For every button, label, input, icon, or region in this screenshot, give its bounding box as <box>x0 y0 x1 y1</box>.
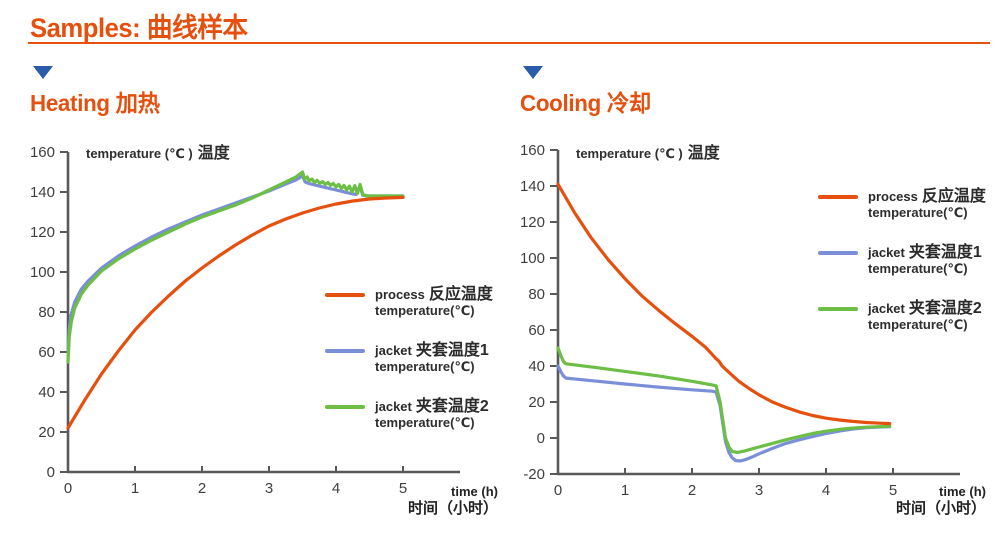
legend-label-en: jacket <box>375 343 412 358</box>
y-tick-label: 100 <box>520 250 545 267</box>
heating-x-axis-title-zh: 时间（小时） <box>407 500 498 517</box>
cooling-y-axis-title-en: temperature (℃ ) <box>576 146 683 161</box>
legend-item-jacket2: jacket 夹套温度2 temperature(℃) <box>818 300 986 334</box>
legend-label-sub: temperature(℃) <box>868 317 968 332</box>
y-tick-label: 140 <box>520 178 545 195</box>
legend-label-en: jacket <box>868 245 905 260</box>
cooling-x-axis-title-zh: 时间（小时） <box>895 500 986 517</box>
y-tick-label: 140 <box>30 184 55 201</box>
x-tick-label: 0 <box>554 482 562 499</box>
legend-label-en: process <box>375 287 425 302</box>
x-tick-label: 4 <box>332 480 340 497</box>
y-tick-label: 40 <box>38 384 55 401</box>
legend-item-process: process 反应温度 temperature(℃) <box>818 188 986 222</box>
y-tick-label: 100 <box>30 264 55 281</box>
series-line-jacket-夹套温度2 <box>556 346 892 454</box>
cooling-heading: Cooling 冷却 <box>520 90 651 116</box>
legend-label: jacket 夹套温度1 temperature(℃) <box>375 342 489 375</box>
y-tick-label: 160 <box>30 144 55 161</box>
jacket2-line-swatch <box>325 405 365 409</box>
heating-triangle-icon <box>33 66 53 79</box>
x-tick-label: 3 <box>265 480 273 497</box>
legend-label: jacket 夹套温度2 temperature(℃) <box>868 300 982 333</box>
legend-label-zh: 反应温度 <box>921 188 986 205</box>
heating-y-axis-title-zh: 温度 <box>197 145 230 162</box>
y-tick-label: 60 <box>528 322 545 339</box>
legend-label-sub: temperature(℃) <box>375 415 475 430</box>
cooling-x-axis-title: time (h) 时间（小时） <box>876 484 986 518</box>
legend-label-en: jacket <box>868 301 905 316</box>
y-tick-label: 160 <box>520 142 545 159</box>
x-tick-label: 2 <box>688 482 696 499</box>
cooling-triangle-icon <box>523 66 543 79</box>
legend-item-jacket1: jacket 夹套温度1 temperature(℃) <box>325 342 493 376</box>
series-line-process-反应温度 <box>556 182 892 426</box>
heating-legend: process 反应温度 temperature(℃) jacket 夹套温度1 t… <box>325 286 493 454</box>
cooling-y-axis-title-zh: 温度 <box>687 145 720 162</box>
legend-label-sub: temperature(℃) <box>375 359 475 374</box>
y-tick-label: 120 <box>30 224 55 241</box>
y-tick-label: 80 <box>528 286 545 303</box>
legend-label: jacket 夹套温度1 temperature(℃) <box>868 244 982 277</box>
process-line-swatch <box>818 195 858 199</box>
x-tick-label: 0 <box>64 480 72 497</box>
y-tick-label: 40 <box>528 358 545 375</box>
legend-label-zh: 夹套温度2 <box>908 300 982 317</box>
y-tick-label: 80 <box>38 304 55 321</box>
x-tick-label: 5 <box>399 480 407 497</box>
jacket2-line-swatch <box>818 307 858 311</box>
legend-label: process 反应温度 temperature(℃) <box>868 188 986 221</box>
y-tick-label: 60 <box>38 344 55 361</box>
x-tick-label: 4 <box>822 482 830 499</box>
legend-label-sub: temperature(℃) <box>868 261 968 276</box>
cooling-x-axis-title-en: time (h) <box>939 484 986 499</box>
y-tick-label: 0 <box>537 430 545 447</box>
x-tick-label: 3 <box>755 482 763 499</box>
y-tick-label: -20 <box>523 466 545 483</box>
legend-label-zh: 夹套温度2 <box>415 398 489 415</box>
y-tick-label: 0 <box>47 464 55 481</box>
x-tick-label: 2 <box>198 480 206 497</box>
legend-label: jacket 夹套温度2 temperature(℃) <box>375 398 489 431</box>
legend-item-process: process 反应温度 temperature(℃) <box>325 286 493 320</box>
page-title: Samples: 曲线样本 <box>30 13 248 43</box>
x-tick-label: 1 <box>131 480 139 497</box>
y-tick-label: 120 <box>520 214 545 231</box>
heating-y-axis-title: temperature (℃ ) 温度 <box>86 139 230 163</box>
series-line-jacket-夹套温度1 <box>556 364 892 463</box>
process-line-swatch <box>325 293 365 297</box>
cooling-y-axis-title: temperature (℃ ) 温度 <box>576 139 720 163</box>
series-line-process-反应温度 <box>66 195 405 430</box>
heating-x-axis-title-en: time (h) <box>451 484 498 499</box>
legend-label-sub: temperature(℃) <box>375 303 475 318</box>
heating-x-axis-title: time (h) 时间（小时） <box>388 484 498 518</box>
legend-item-jacket1: jacket 夹套温度1 temperature(℃) <box>818 244 986 278</box>
heating-heading: Heating 加热 <box>30 90 160 116</box>
legend-label-sub: temperature(℃) <box>868 205 968 220</box>
cooling-legend: process 反应温度 temperature(℃) jacket 夹套温度1 t… <box>818 188 986 356</box>
legend-item-jacket2: jacket 夹套温度2 temperature(℃) <box>325 398 493 432</box>
jacket1-line-swatch <box>818 251 858 255</box>
legend-label-zh: 夹套温度1 <box>908 244 982 261</box>
x-tick-label: 1 <box>621 482 629 499</box>
jacket1-line-swatch <box>325 349 365 353</box>
y-tick-label: 20 <box>528 394 545 411</box>
legend-label: process 反应温度 temperature(℃) <box>375 286 493 319</box>
legend-label-en: jacket <box>375 399 412 414</box>
x-tick-label: 5 <box>889 482 897 499</box>
legend-label-zh: 反应温度 <box>428 286 493 303</box>
y-tick-label: 20 <box>38 424 55 441</box>
series-line-jacket-夹套温度2 <box>66 170 405 364</box>
heating-y-axis-title-en: temperature (℃ ) <box>86 146 193 161</box>
title-underline <box>28 42 990 44</box>
legend-label-en: process <box>868 189 918 204</box>
legend-label-zh: 夹套温度1 <box>415 342 489 359</box>
